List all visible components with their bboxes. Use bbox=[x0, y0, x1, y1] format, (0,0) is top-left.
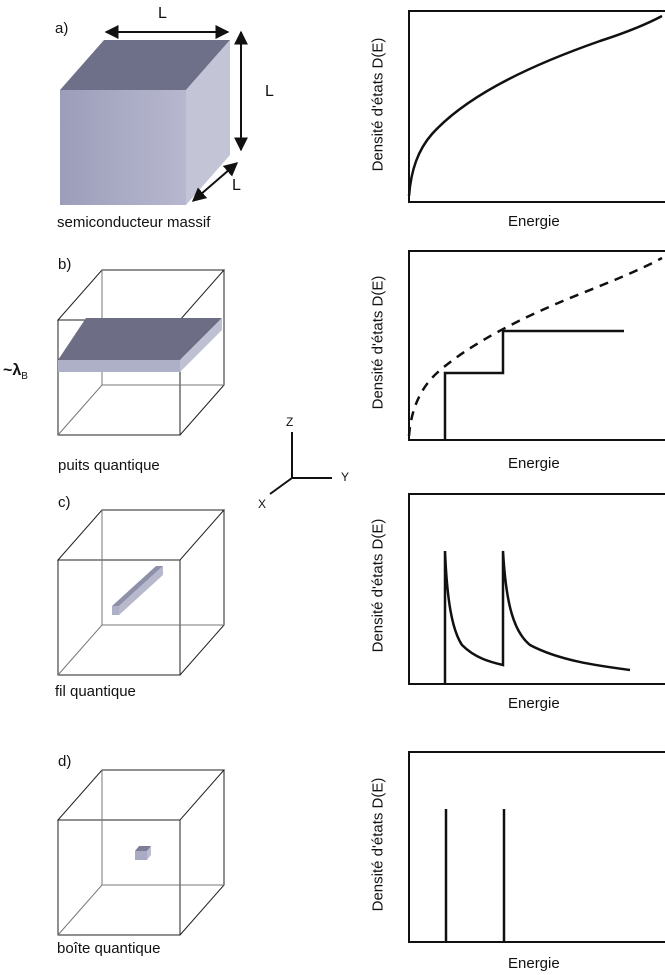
wavelength-tilde: ~ bbox=[3, 362, 12, 379]
y-axis-label: Y bbox=[341, 470, 349, 484]
bulk-cube bbox=[60, 40, 230, 205]
plot-b-ylabel: Densité d'états D(E) bbox=[370, 253, 387, 433]
plot-d-dot-dos-lines bbox=[446, 809, 504, 942]
wavelength-subscript: B bbox=[21, 371, 28, 382]
panel-label-a: a) bbox=[55, 20, 68, 37]
height-label: L bbox=[265, 83, 274, 101]
depth-label: L bbox=[232, 177, 241, 195]
quantum-wire bbox=[112, 566, 163, 615]
caption-bulk: semiconducteur massif bbox=[57, 214, 210, 231]
plot-b-bulk-reference-curve bbox=[409, 258, 662, 436]
x-axis-label: X bbox=[258, 497, 266, 511]
panel-label-b: b) bbox=[58, 256, 71, 273]
panel-label-d: d) bbox=[58, 753, 71, 770]
wavelength-label: ~λB bbox=[3, 362, 28, 382]
quantum-well-slab bbox=[58, 318, 222, 372]
plot-d-xlabel: Energie bbox=[508, 955, 560, 972]
plot-b-frame bbox=[409, 251, 665, 440]
axis-triad bbox=[270, 432, 332, 494]
caption-quantum-wire: fil quantique bbox=[55, 683, 136, 700]
plot-a-bulk-dos-curve bbox=[409, 16, 662, 196]
cube-front-face bbox=[60, 90, 186, 205]
caption-quantum-dot: boîte quantique bbox=[57, 940, 160, 957]
plot-c-wire-dos-peaks bbox=[445, 551, 630, 684]
plot-a-xlabel: Energie bbox=[508, 213, 560, 230]
x-axis bbox=[270, 478, 292, 494]
plot-a-frame bbox=[409, 11, 665, 202]
plot-c-ylabel: Densité d'états D(E) bbox=[370, 496, 387, 676]
plot-a-ylabel: Densité d'états D(E) bbox=[370, 15, 387, 195]
plot-b-xlabel: Energie bbox=[508, 455, 560, 472]
z-axis-label: Z bbox=[286, 415, 293, 429]
panel-label-c: c) bbox=[58, 494, 71, 511]
width-label: L bbox=[158, 5, 167, 23]
wavelength-symbol: λ bbox=[12, 362, 21, 379]
plot-c-xlabel: Energie bbox=[508, 695, 560, 712]
caption-quantum-well: puits quantique bbox=[58, 457, 160, 474]
plot-d-ylabel: Densité d'états D(E) bbox=[370, 755, 387, 935]
quantum-dot bbox=[135, 846, 151, 860]
plot-d-frame bbox=[409, 752, 665, 942]
